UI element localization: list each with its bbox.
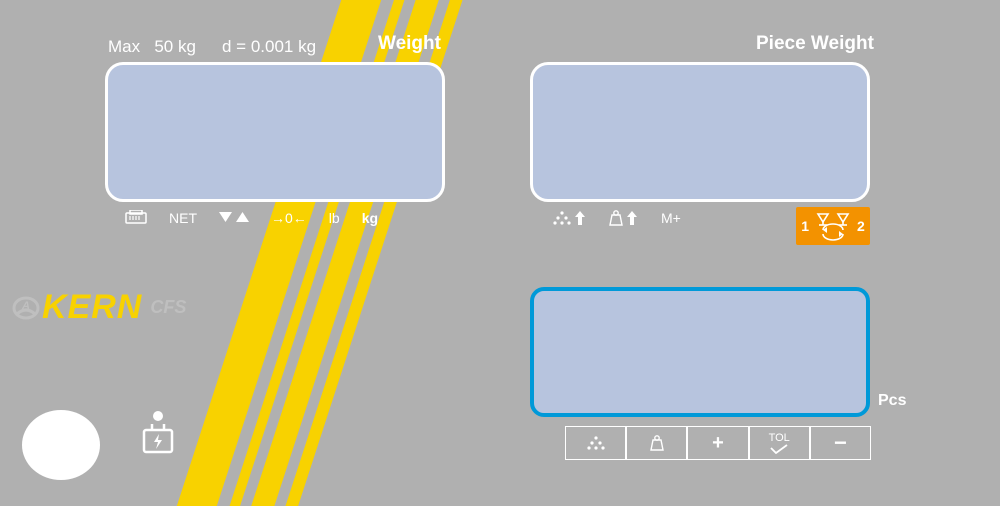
sample-dots-icon <box>587 436 605 450</box>
sample-dots-icon <box>553 211 571 225</box>
plus-button[interactable]: + <box>687 426 748 460</box>
piece-weight-title: Piece Weight <box>756 33 874 55</box>
max-label: Max 50 kg <box>108 37 196 57</box>
swap-num-2: 2 <box>857 218 865 234</box>
pcs-display <box>530 287 870 417</box>
weight-title: Weight <box>378 33 441 55</box>
sample-button[interactable] <box>565 426 626 460</box>
max-label-text: Max <box>108 37 140 56</box>
weight-annotations: NET →0← lb kg <box>125 210 445 226</box>
tol-label: TOL <box>769 433 790 444</box>
weight-display <box>105 62 445 202</box>
net-label: NET <box>169 210 197 226</box>
piece-weight-annotations: M+ <box>553 210 813 226</box>
piece-weight-display <box>530 62 870 202</box>
swap-num-1: 1 <box>801 218 809 234</box>
stable-icon <box>219 212 249 224</box>
brand: A KERN CFS <box>12 288 186 327</box>
lb-label: lb <box>329 210 340 226</box>
scale-swap-indicator: 1 2 <box>796 207 870 245</box>
brand-name: KERN <box>42 288 142 327</box>
tol-check-icon <box>770 444 788 454</box>
minus-button[interactable]: − <box>810 426 871 460</box>
level-bubble <box>22 410 100 480</box>
up-arrow-icon <box>575 211 585 225</box>
piece-weight-button[interactable] <box>626 426 687 460</box>
pcs-buttons: + TOL − <box>565 426 871 460</box>
max-value-text: 50 kg <box>154 37 196 56</box>
brand-emblem-icon: A <box>12 294 40 322</box>
zero-label: →0← <box>271 210 307 226</box>
battery-charge-icon <box>140 410 176 465</box>
brand-model: CFS <box>150 297 186 318</box>
d-label: d = 0.001 kg <box>222 37 316 57</box>
kg-label: kg <box>362 210 378 226</box>
mplus-label: M+ <box>661 210 681 226</box>
tol-button[interactable]: TOL <box>749 426 810 460</box>
up-arrow-icon <box>627 211 637 225</box>
weight-piece-icon <box>650 435 664 451</box>
print-icon <box>125 210 147 226</box>
svg-text:A: A <box>21 300 30 312</box>
weight-piece-icon <box>609 210 623 226</box>
swap-scales-icon <box>813 210 853 242</box>
pcs-label: Pcs <box>878 392 906 410</box>
